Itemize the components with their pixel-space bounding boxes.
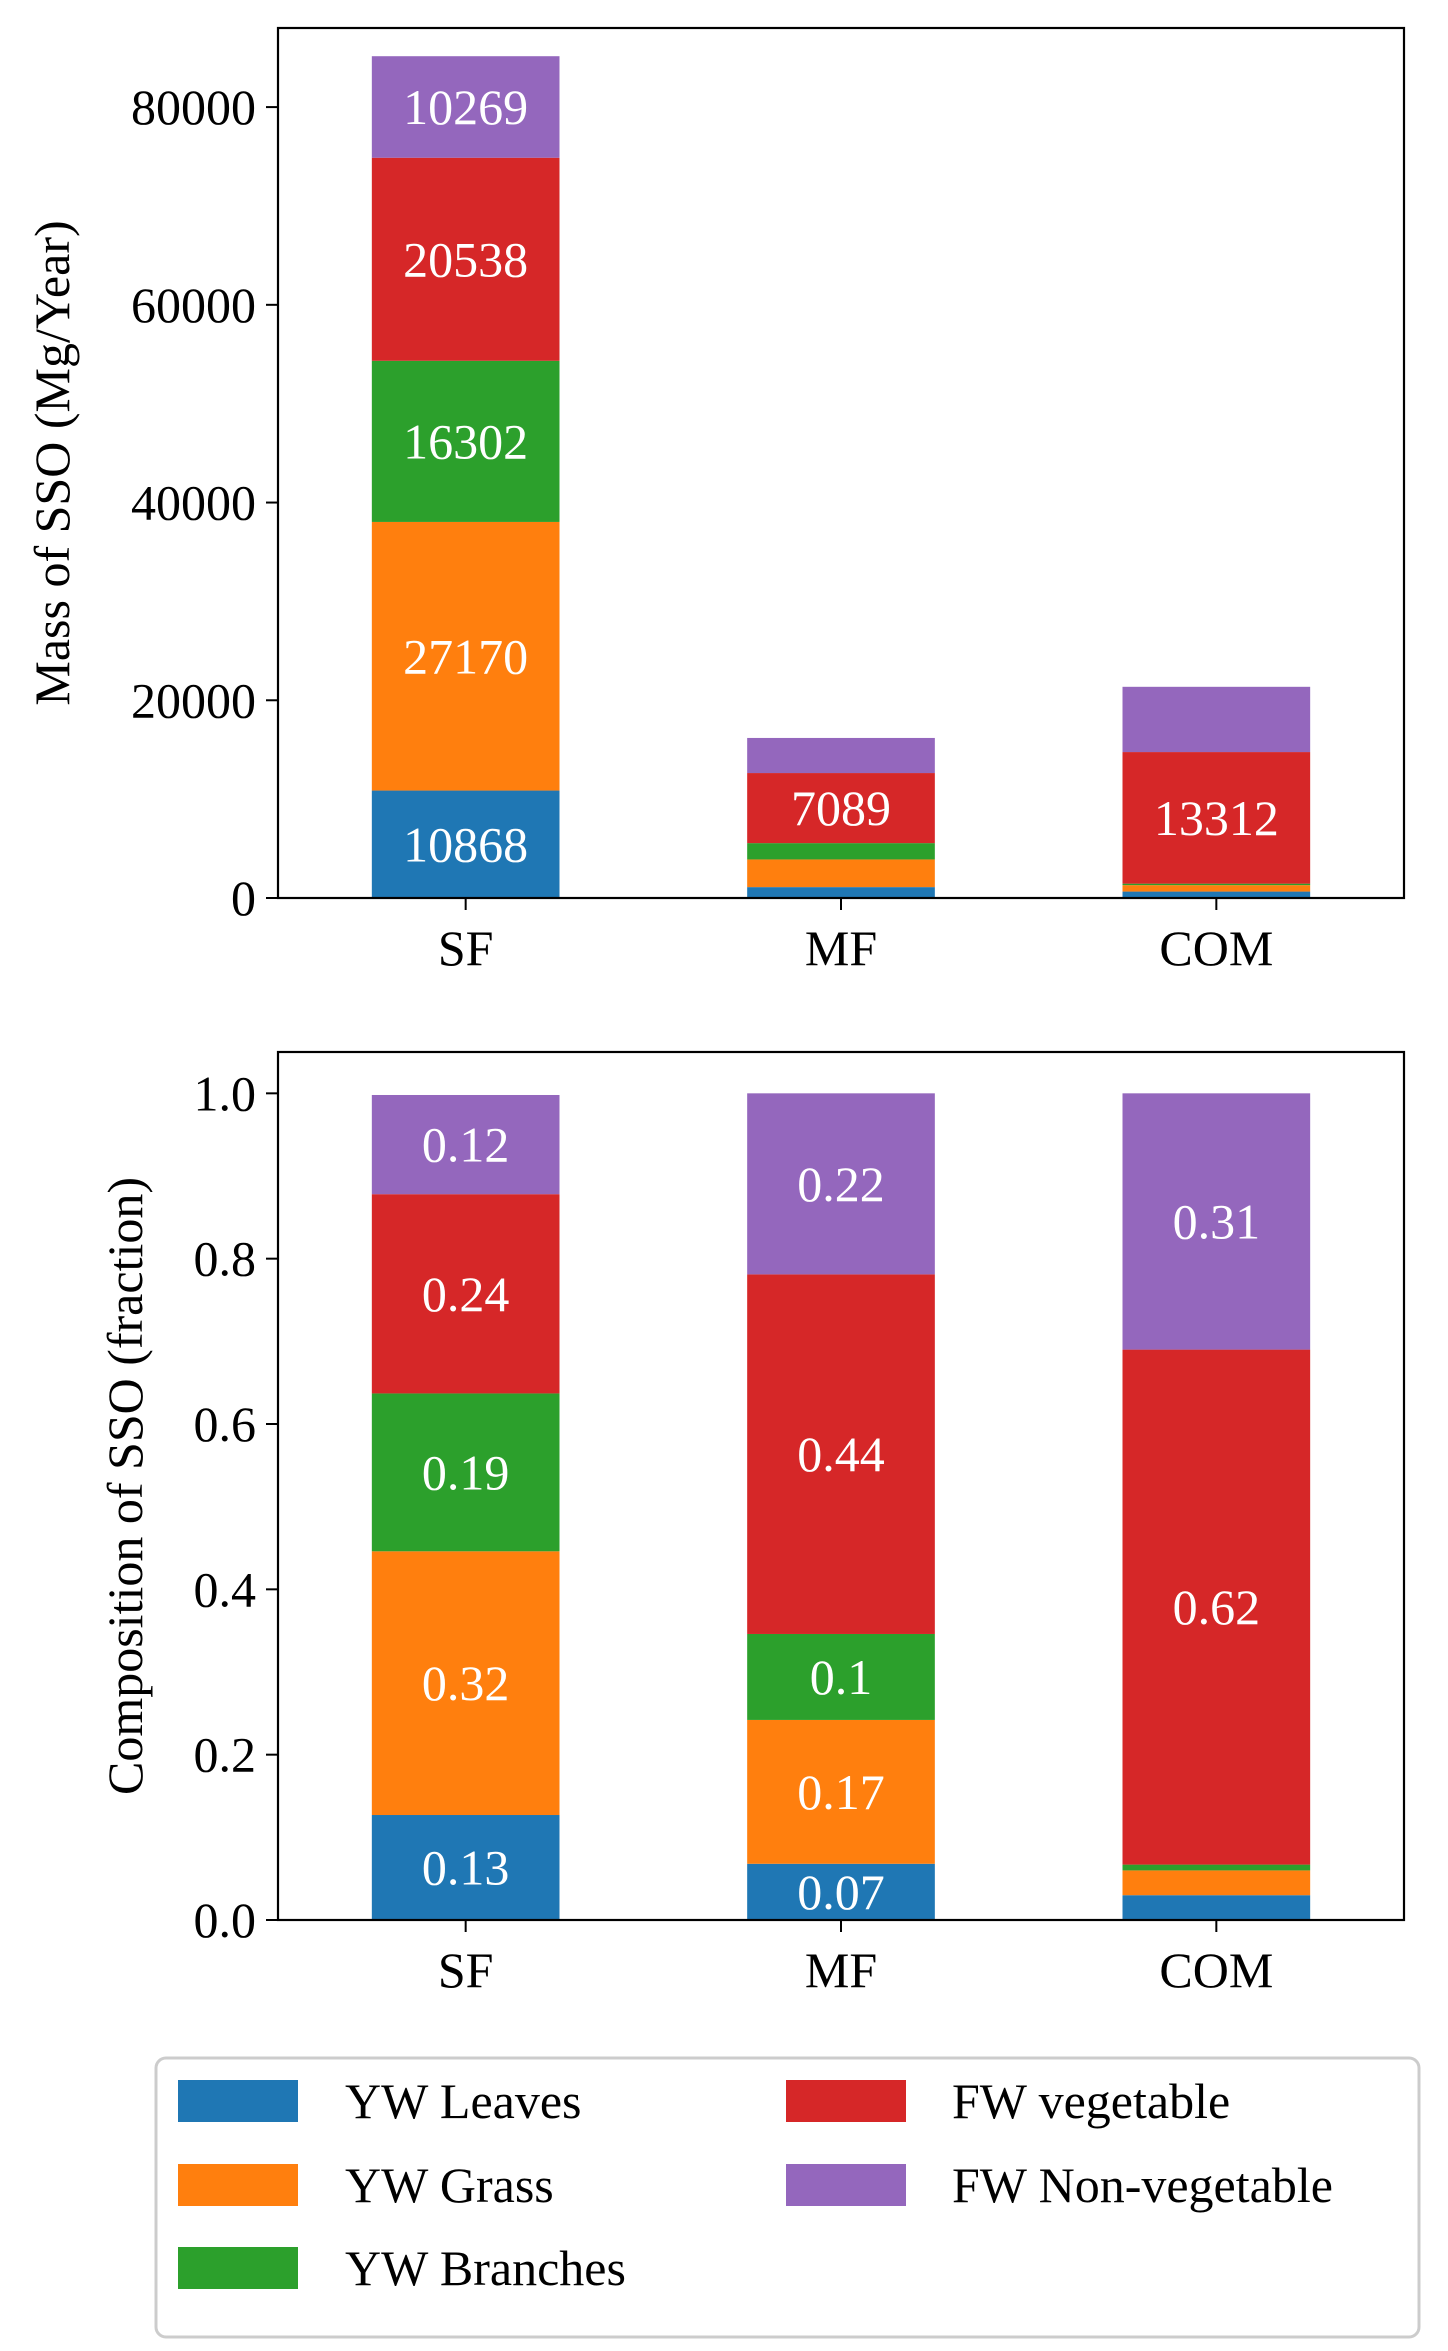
x-tick-label-mf: MF — [805, 920, 877, 976]
bar-com-yw-grass — [1122, 1870, 1311, 1896]
mass-chart: 10868 27170 16302 20538 10269 7089 13312 0 20000… — [24, 26, 1406, 976]
bar-sf-fw-vegetable — [371, 157, 560, 361]
legend: YW Leaves YW Grass YW Branches FW vegetable… — [154, 2056, 1421, 2339]
legend-label-fw-non-vegetable: FW Non-vegetable — [952, 2157, 1333, 2213]
bar-com-yw-leaves — [1122, 1895, 1311, 1920]
data-label-sf-yw-grass: 27170 — [403, 628, 528, 684]
bar-mf-yw-grass — [747, 859, 935, 888]
bar-sf-yw-branches — [371, 1393, 560, 1552]
bar-com-fw-non-vegetable — [1122, 686, 1311, 753]
x-tick-label-mf: MF — [805, 1942, 877, 1998]
bar-sf-fw-non-vegetable — [371, 1094, 560, 1195]
bar-mf-fw-non-vegetable — [747, 1093, 935, 1275]
y-tick-label: 80000 — [131, 79, 256, 135]
legend-swatch-yw-branches — [178, 2247, 298, 2289]
data-label-sf-fw-vegetable: 0.24 — [422, 1266, 510, 1322]
bar-com-fw-non-vegetable — [1122, 1093, 1311, 1350]
bar-mf-yw-leaves — [747, 887, 935, 899]
data-label-mf-fw-vegetable: 7089 — [791, 780, 891, 836]
bar-mf-fw-vegetable — [747, 1274, 935, 1634]
bar-sf-fw-non-vegetable — [371, 56, 560, 158]
bar-sf-yw-leaves — [371, 1815, 560, 1920]
bar-com-yw-grass — [1122, 885, 1311, 892]
bar-com-fw-vegetable — [1122, 752, 1311, 884]
y-tick-label: 0.6 — [194, 1396, 257, 1452]
y-tick-label: 0.0 — [194, 1892, 257, 1948]
y-tick-label: 60000 — [131, 277, 256, 333]
data-label-mf-fw-non-vegetable: 0.22 — [797, 1156, 885, 1212]
bar-com-yw-leaves — [1122, 891, 1311, 898]
bar-sf-yw-branches — [371, 360, 560, 522]
data-label-sf-fw-non-vegetable: 0.12 — [422, 1117, 510, 1173]
composition-chart: 0.13 0.32 0.19 0.24 0.12 0.07 0.17 0.1 0.44 0.22 0… — [97, 1050, 1406, 1998]
data-label-mf-fw-vegetable: 0.44 — [797, 1426, 885, 1482]
bar-com-fw-vegetable — [1122, 1349, 1311, 1865]
data-label-com-fw-vegetable: 0.62 — [1173, 1579, 1261, 1635]
bar-mf-fw-non-vegetable — [747, 737, 935, 774]
data-label-sf-yw-leaves: 0.13 — [422, 1840, 510, 1896]
data-label-sf-fw-non-vegetable: 10269 — [403, 79, 528, 135]
x-tick-label-com: COM — [1159, 920, 1273, 976]
x-tick-label-sf: SF — [438, 1942, 494, 1998]
y-axis-label: Mass of SSO (Mg/Year) — [24, 220, 80, 705]
data-label-sf-yw-branches: 0.19 — [422, 1444, 510, 1500]
y-tick-label: 1.0 — [194, 1065, 257, 1121]
y-tick-label: 0 — [231, 870, 256, 926]
data-label-com-fw-vegetable: 13312 — [1154, 790, 1279, 846]
x-tick-label-sf: SF — [438, 920, 494, 976]
bar-mf-yw-leaves — [747, 1863, 935, 1920]
y-axis-label: Composition of SSO (fraction) — [97, 1177, 153, 1795]
data-label-sf-yw-grass: 0.32 — [422, 1655, 510, 1711]
bar-sf-yw-grass — [371, 1551, 560, 1816]
y-tick-label: 0.8 — [194, 1231, 257, 1287]
bar-sf-fw-vegetable — [371, 1194, 560, 1394]
y-tick-label: 0.4 — [194, 1561, 257, 1617]
legend-label-yw-leaves: YW Leaves — [345, 2073, 581, 2129]
bar-com-yw-branches — [1122, 883, 1311, 886]
data-label-com-fw-non-vegetable: 0.31 — [1173, 1193, 1261, 1249]
legend-label-fw-vegetable: FW vegetable — [952, 2073, 1230, 2129]
bar-sf-yw-grass — [371, 521, 560, 791]
data-label-mf-yw-leaves: 0.07 — [797, 1864, 885, 1920]
legend-label-yw-grass: YW Grass — [345, 2157, 554, 2213]
data-label-sf-yw-branches: 16302 — [403, 413, 528, 469]
bar-sf-yw-leaves — [371, 790, 560, 898]
data-label-sf-fw-vegetable: 20538 — [403, 231, 528, 287]
x-tick-label-com: COM — [1159, 1942, 1273, 1998]
bar-mf-yw-branches — [747, 1633, 935, 1720]
legend-swatch-fw-non-vegetable — [786, 2164, 906, 2206]
legend-swatch-yw-leaves — [178, 2080, 298, 2122]
data-label-mf-yw-branches: 0.1 — [810, 1649, 873, 1705]
legend-label-yw-branches: YW Branches — [345, 2240, 626, 2296]
bar-mf-yw-branches — [747, 843, 935, 860]
legend-swatch-fw-vegetable — [786, 2080, 906, 2122]
bar-mf-yw-grass — [747, 1719, 935, 1864]
y-tick-label: 0.2 — [194, 1727, 257, 1783]
y-tick-label: 40000 — [131, 475, 256, 531]
legend-swatch-yw-grass — [178, 2164, 298, 2206]
data-label-sf-yw-leaves: 10868 — [403, 816, 528, 872]
bar-mf-fw-vegetable — [747, 773, 935, 844]
data-label-mf-yw-grass: 0.17 — [797, 1764, 885, 1820]
y-tick-label: 20000 — [131, 672, 256, 728]
bar-com-yw-branches — [1122, 1864, 1311, 1871]
